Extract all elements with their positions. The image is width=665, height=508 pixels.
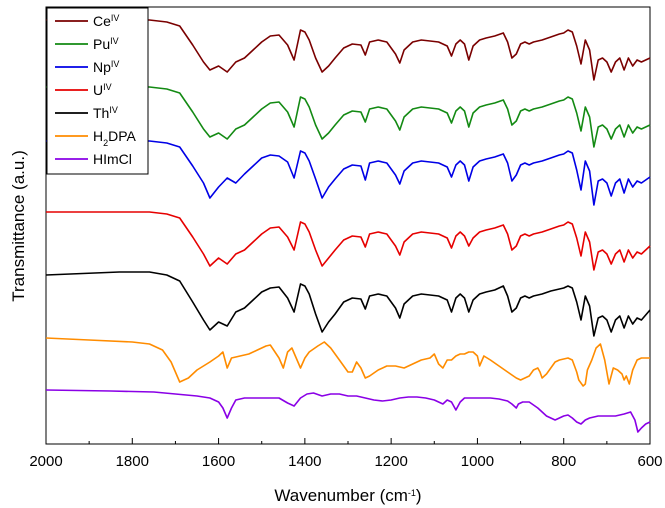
y-axis-title: Transmittance (a.u.) — [9, 150, 28, 301]
legend-label: NpIV — [93, 59, 119, 75]
legend-label: PuIV — [93, 36, 119, 52]
x-tick-label: 600 — [637, 453, 662, 470]
x-tick-label: 1600 — [202, 453, 235, 470]
legend-label: HImCl — [93, 151, 132, 167]
x-axis-title-main: Wavenumber (cm — [274, 486, 408, 505]
series-line — [46, 211, 651, 271]
legend-label: UIV — [93, 82, 112, 98]
series-line — [46, 86, 651, 148]
x-tick-label: 2000 — [29, 453, 62, 470]
series-line — [45, 271, 651, 337]
series-line — [46, 140, 651, 206]
legend: CeIV PuIV NpIV UIV ThIV H2DPA HImCl — [46, 7, 149, 175]
x-axis-title-sup: -1 — [408, 488, 416, 498]
series-line — [45, 337, 650, 387]
legend-label: H2DPA — [93, 128, 137, 148]
x-tick-label: 800 — [551, 453, 576, 470]
x-axis-title: Wavenumber (cm-1) — [274, 486, 421, 505]
x-tick-label: 1400 — [288, 453, 321, 470]
legend-label: ThIV — [93, 105, 118, 121]
series-line — [45, 389, 651, 433]
x-axis-ticks: 2000 1800 1600 1400 1200 1000 800 600 — [29, 438, 663, 470]
x-tick-label: 1000 — [461, 453, 494, 470]
series-layer — [45, 19, 651, 433]
series-line — [46, 19, 651, 81]
x-tick-label: 1200 — [374, 453, 407, 470]
x-axis-title-end: ) — [416, 486, 422, 505]
legend-box — [46, 7, 149, 175]
legend-label: CeIV — [93, 13, 119, 29]
x-tick-label: 1800 — [116, 453, 149, 470]
